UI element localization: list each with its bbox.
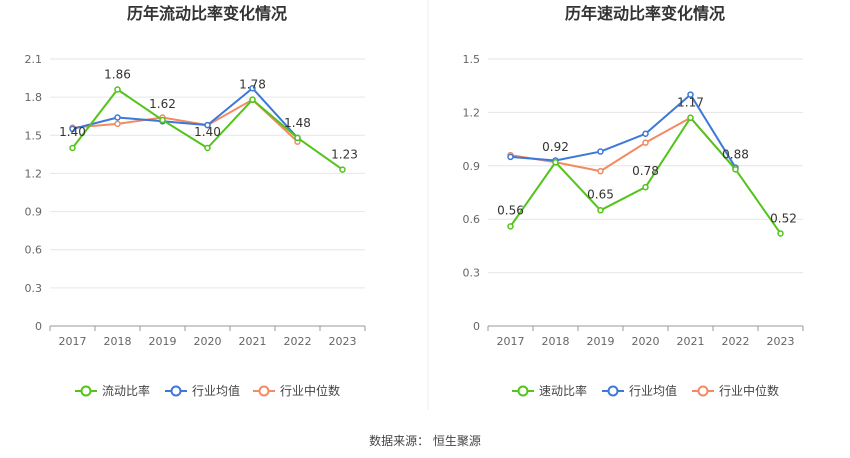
- legend-item-industry-median[interactable]: 行业中位数: [253, 383, 340, 398]
- x-tick-label: 2021: [239, 335, 267, 348]
- y-tick-label: 0.3: [25, 282, 43, 295]
- y-tick-label: 0.9: [463, 160, 481, 173]
- data-point-industry-avg[interactable]: [597, 148, 604, 155]
- data-point-industry-median[interactable]: [597, 167, 604, 175]
- data-label: 0.92: [542, 140, 569, 154]
- data-label: 1.86: [104, 68, 131, 82]
- y-tick-label: 0.9: [25, 206, 43, 219]
- y-tick-label: 0.6: [463, 213, 481, 226]
- x-tick-label: 2019: [587, 335, 615, 348]
- data-point-industry-avg[interactable]: [249, 84, 256, 92]
- chart-title: 历年速动比率变化情况: [565, 4, 725, 23]
- y-tick-label: 2.1: [25, 53, 43, 66]
- y-tick-label: 1.2: [463, 106, 481, 119]
- x-tick-label: 2023: [329, 335, 357, 348]
- data-point-company[interactable]: [159, 116, 166, 124]
- data-label: 1.17: [677, 96, 704, 110]
- legend-label: 速动比率: [539, 383, 587, 398]
- legend-item-industry-avg[interactable]: 行业均值: [602, 383, 677, 398]
- x-tick-label: 2017: [59, 335, 87, 348]
- series-line-industry-avg: [72, 87, 299, 139]
- data-label: 0.88: [722, 147, 749, 161]
- data-point-industry-avg[interactable]: [69, 125, 76, 133]
- legend-marker-icon: [607, 385, 619, 397]
- data-label: 1.62: [149, 97, 176, 111]
- data-point-company[interactable]: [597, 207, 604, 214]
- x-tick-label: 2019: [149, 335, 177, 348]
- y-tick-label: 0: [473, 320, 480, 333]
- legend-label: 行业中位数: [280, 383, 340, 398]
- x-tick-label: 2018: [104, 335, 132, 348]
- legend-marker-icon: [80, 385, 92, 397]
- legend-marker-icon: [170, 385, 182, 397]
- x-tick-label: 2017: [497, 335, 525, 348]
- legend-label: 行业均值: [192, 383, 240, 398]
- data-point-company[interactable]: [294, 134, 301, 142]
- data-point-company[interactable]: [642, 183, 649, 191]
- data-point-company[interactable]: [339, 166, 346, 173]
- data-point-industry-avg[interactable]: [114, 114, 121, 121]
- data-point-company[interactable]: [507, 223, 514, 230]
- data-point-industry-avg[interactable]: [642, 130, 649, 138]
- data-label: 1.48: [284, 116, 311, 130]
- y-tick-label: 1.8: [25, 91, 43, 104]
- data-point-company[interactable]: [687, 114, 694, 121]
- legend-item-industry-median[interactable]: 行业中位数: [692, 383, 779, 398]
- data-point-company[interactable]: [552, 158, 559, 166]
- y-tick-label: 0: [35, 320, 42, 333]
- chart-title: 历年流动比率变化情况: [127, 4, 287, 23]
- y-tick-label: 1.5: [463, 53, 481, 66]
- legend-marker-icon: [517, 385, 529, 397]
- x-tick-label: 2023: [767, 335, 795, 348]
- legend-label: 行业中位数: [719, 383, 779, 398]
- legend-item-industry-avg[interactable]: 行业均值: [165, 383, 240, 398]
- current-ratio-chart: 历年流动比率变化情况 0 0.3 0.6 0.9 1.2 1.5 1.8 2.1 2017 2018…: [25, 4, 366, 398]
- x-tick-label: 2018: [542, 335, 570, 348]
- data-point-company[interactable]: [69, 144, 76, 152]
- data-point-company[interactable]: [114, 86, 121, 93]
- x-tick-label: 2020: [194, 335, 222, 348]
- data-point-company[interactable]: [777, 230, 784, 237]
- legend-marker-icon: [697, 385, 709, 397]
- series-line-industry-avg: [510, 93, 737, 169]
- quick-ratio-chart: 历年速动比率变化情况 0 0.3 0.6 0.9 1.2 1.5 2017 2018 2019 20…: [463, 4, 804, 398]
- data-label: 1.40: [59, 125, 86, 139]
- data-label: 0.78: [632, 164, 659, 178]
- data-label: 1.23: [331, 148, 358, 162]
- x-tick-label: 2021: [677, 335, 705, 348]
- data-label: 1.40: [194, 125, 221, 139]
- data-point-company[interactable]: [732, 166, 739, 173]
- data-point-industry-median[interactable]: [642, 139, 649, 146]
- data-label: 0.56: [497, 203, 524, 217]
- x-tick-label: 2020: [632, 335, 660, 348]
- y-tick-label: 0.6: [25, 244, 43, 257]
- legend-marker-icon: [258, 385, 270, 397]
- legend-label: 行业均值: [629, 383, 677, 398]
- x-tick-label: 2022: [284, 335, 312, 348]
- data-point-industry-median[interactable]: [114, 120, 121, 128]
- data-point-company[interactable]: [204, 144, 211, 152]
- data-point-industry-avg[interactable]: [687, 91, 694, 98]
- data-label: 1.78: [239, 78, 266, 92]
- y-tick-label: 1.2: [25, 167, 43, 180]
- legend-item-company[interactable]: 速动比率: [512, 383, 587, 398]
- y-tick-label: 1.5: [25, 129, 43, 142]
- legend-label: 流动比率: [102, 383, 150, 398]
- data-label: 0.65: [587, 187, 614, 201]
- data-label: 0.52: [770, 211, 797, 225]
- data-source-note: 数据来源： 恒生聚源: [369, 434, 481, 448]
- x-tick-label: 2022: [722, 335, 750, 348]
- data-point-industry-avg[interactable]: [204, 121, 211, 129]
- legend-item-company[interactable]: 流动比率: [75, 383, 150, 398]
- y-tick-label: 0.3: [463, 267, 481, 280]
- data-point-industry-avg[interactable]: [507, 153, 514, 161]
- data-point-company[interactable]: [249, 96, 256, 103]
